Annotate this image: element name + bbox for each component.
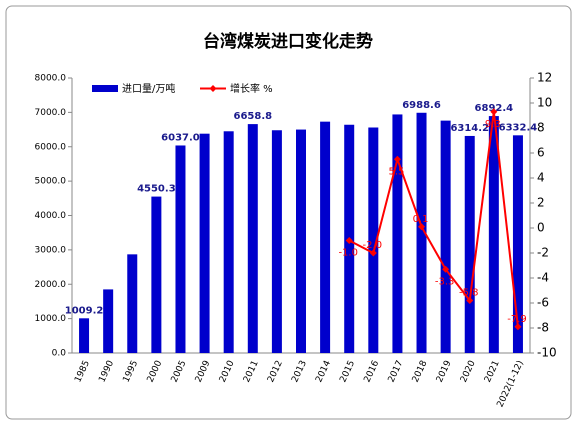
bar: [464, 135, 475, 353]
line-value-label: 5.5: [388, 166, 404, 177]
bar-value-label: 6037.0: [161, 132, 200, 143]
line: [348, 111, 519, 327]
bar: [368, 127, 379, 353]
y-tick-label: 8000.0: [35, 74, 67, 84]
chart-title: 台湾煤炭进口变化走势: [203, 31, 373, 52]
y-tick-label: 6000.0: [35, 142, 67, 152]
legend-label: 进口量/万吨: [122, 82, 175, 95]
bar: [223, 131, 234, 353]
y2-tick-label: 6: [537, 146, 545, 160]
y2-tick-label: -6: [537, 296, 549, 310]
y2-tick-label: 8: [537, 121, 545, 135]
y2-tick-label: -2: [537, 246, 549, 260]
line-marker: [442, 265, 450, 273]
legend-label: 增长率 %: [230, 82, 273, 95]
bar: [175, 145, 186, 353]
y2-tick-label: 0: [537, 221, 545, 235]
y-tick-label: 1000.0: [35, 314, 67, 324]
line-marker: [369, 249, 377, 257]
line-marker: [466, 297, 474, 304]
bar: [247, 124, 258, 353]
line-marker: [514, 323, 522, 331]
bar-value-label: 4550.3: [137, 184, 176, 195]
bar: [488, 116, 499, 353]
line-value-label: -1.0: [338, 248, 358, 259]
bar: [392, 114, 403, 353]
bar: [271, 130, 282, 353]
bar-value-label: 6988.6: [402, 100, 441, 111]
y2-tick-label: -8: [537, 321, 549, 335]
bar: [440, 120, 451, 353]
bar: [320, 121, 331, 353]
y2-tick-label: -4: [537, 271, 549, 285]
bar: [79, 318, 90, 353]
bar: [296, 129, 306, 353]
line-value-label: 0.1: [413, 214, 429, 225]
y2-tick-label: 12: [537, 71, 552, 85]
bar-value-label: 6658.8: [233, 111, 272, 122]
bar: [512, 135, 523, 353]
y2-tick-label: 2: [537, 196, 545, 210]
line-marker: [490, 108, 498, 116]
line-value-label: -5.8: [459, 288, 479, 299]
bar-value-label: 6332.4: [499, 122, 538, 133]
y2-tick-label: -10: [537, 346, 557, 360]
y2-tick-label: 10: [537, 96, 552, 110]
y-tick-label: 2000.0: [35, 280, 67, 290]
line-marker: [345, 237, 353, 244]
y-tick-label: 5000.0: [35, 177, 67, 187]
chart-frame: [5, 5, 572, 420]
y-tick-label: 3000.0: [35, 245, 67, 255]
legend-marker: [209, 85, 217, 92]
y-tick-label: 0.0: [52, 349, 67, 359]
line-marker: [393, 155, 401, 163]
y-tick-label: 7000.0: [35, 108, 67, 118]
bar: [103, 289, 114, 353]
bar-value-label: 6314.2: [450, 123, 489, 134]
bar-value-label: 1009.2: [65, 305, 104, 316]
bar: [199, 133, 210, 353]
line-value-label: -2.0: [363, 240, 383, 251]
legend-swatch: [92, 85, 118, 92]
bar: [127, 254, 138, 353]
bar: [151, 196, 162, 353]
y-tick-label: 4000.0: [35, 211, 67, 221]
line-value-label: -3.3: [435, 276, 455, 287]
y2-tick-label: 4: [537, 171, 545, 185]
line-value-label: -7.9: [507, 314, 527, 325]
bar: [416, 112, 427, 353]
line-marker: [418, 223, 426, 231]
line-value-label: 9.3: [485, 119, 501, 130]
